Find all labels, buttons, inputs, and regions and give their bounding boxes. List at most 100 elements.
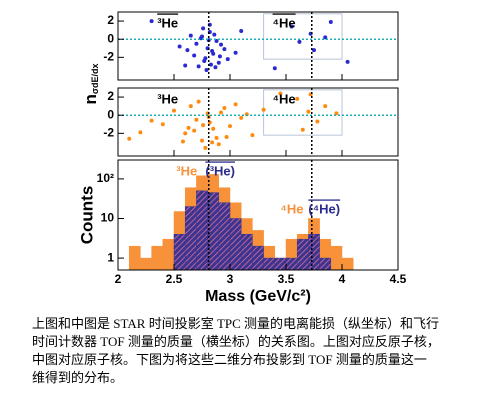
point (233, 102, 238, 107)
point (180, 139, 185, 144)
y-axis-label: Counts (77, 186, 96, 245)
y-label-sub: σdE/dx (90, 63, 100, 94)
caption-line: 时间计数器 TOF 测量的质量（横坐标）的关系图。上图对应反原子核， (32, 334, 440, 349)
hist-bar (128, 245, 141, 270)
point (194, 41, 199, 46)
y-tick-label: 2 (107, 89, 114, 103)
hist-bar (319, 257, 332, 270)
hist-bar (229, 218, 242, 270)
hist-bar (285, 257, 298, 270)
hist-bar (296, 238, 309, 270)
point (334, 111, 339, 116)
x-axis-label: Mass (GeV/c²) (205, 288, 311, 305)
frame (117, 11, 399, 81)
point (204, 68, 209, 73)
y-tick-label: 0 (107, 107, 114, 121)
y-tick-label: 1 (107, 250, 114, 264)
hist-bar (308, 233, 320, 270)
y-tick-label: 10 (101, 211, 115, 225)
caption-line: 维得到的分布。 (32, 370, 123, 385)
hist-bar (263, 257, 276, 270)
point (216, 60, 221, 65)
y-tick-label: 0 (107, 31, 114, 45)
point (211, 126, 216, 131)
point (177, 44, 182, 49)
caption-line: 中图对应原子核。下图为将这些二维分布投影到 TOF 测量的质量这一 (32, 352, 427, 367)
point (239, 115, 244, 120)
point (203, 145, 208, 150)
point (312, 48, 316, 53)
x-tick-label: 2 (115, 272, 122, 286)
point (200, 138, 204, 143)
point (201, 26, 206, 31)
point (261, 107, 266, 112)
point (219, 110, 224, 115)
point (192, 53, 197, 58)
annotation: ⁴He (273, 15, 296, 30)
point (194, 117, 199, 122)
hist-bar (140, 257, 152, 270)
x-tick-label: 3.5 (278, 272, 295, 286)
point (300, 127, 305, 132)
point (225, 57, 230, 62)
annotation: ⁴He (273, 91, 296, 106)
point (185, 48, 190, 53)
hist-bar (173, 233, 186, 270)
point (196, 99, 201, 104)
hist-bar (330, 245, 343, 270)
x-tick-label: 2.5 (166, 272, 183, 286)
point (345, 59, 350, 64)
annotation: ⁴He (280, 201, 303, 216)
point (214, 39, 219, 44)
point (212, 32, 217, 37)
point (210, 48, 215, 53)
point (222, 47, 227, 52)
hist-bar (162, 238, 175, 270)
y-tick-label: -2 (103, 50, 114, 64)
point (160, 122, 165, 127)
hist-bar (218, 202, 231, 270)
caption-line: 上图和中图是 STAR 时间投影室 TPC 测量的电离能损（纵坐标）和飞行 (32, 316, 439, 331)
point (210, 140, 215, 145)
point (172, 108, 176, 113)
y-tick-label: -2 (103, 126, 114, 140)
point (183, 63, 188, 68)
point (196, 64, 201, 69)
y-axis-label: nσdE/dx (81, 63, 100, 104)
selection-box (263, 13, 343, 60)
point (250, 133, 255, 138)
point (213, 65, 218, 70)
point (323, 104, 328, 109)
selection-box (263, 89, 343, 136)
frame (117, 87, 399, 157)
hist-bar (184, 206, 197, 270)
x-tick-label: 4.5 (390, 272, 407, 286)
point (239, 29, 244, 34)
point (295, 96, 300, 101)
point (219, 42, 224, 47)
plot-area (118, 88, 398, 156)
point (149, 118, 154, 123)
hist-bar (240, 233, 253, 270)
annotation: ³He (176, 163, 197, 178)
point (315, 119, 320, 124)
point (328, 19, 333, 24)
point (217, 54, 222, 59)
point (138, 130, 143, 135)
frame (117, 159, 399, 271)
plot-area (118, 12, 398, 80)
point (188, 104, 193, 109)
point (233, 50, 238, 55)
point (208, 62, 213, 67)
y-tick-label: 10² (97, 171, 114, 185)
point (202, 58, 207, 63)
point (224, 134, 229, 139)
point (214, 135, 219, 140)
hist-bar (196, 190, 208, 270)
plot-area (128, 160, 354, 270)
annotation: ³He (157, 15, 178, 30)
point (201, 123, 206, 128)
x-tick-label: 3 (227, 272, 234, 286)
point (192, 128, 197, 133)
